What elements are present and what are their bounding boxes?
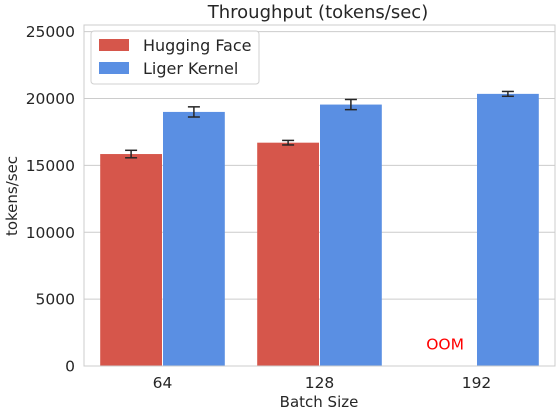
bar xyxy=(163,111,225,366)
error-bar xyxy=(282,139,295,146)
y-tick-label: 10000 xyxy=(26,224,75,242)
error-bar xyxy=(344,98,357,111)
y-axis-label: tokens/sec xyxy=(3,156,21,236)
legend-swatch xyxy=(99,39,129,51)
bar xyxy=(320,104,382,367)
legend-swatch xyxy=(99,62,129,74)
error-bars xyxy=(125,90,514,159)
y-tick-labels: 0 5000 10000 15000 20000 25000 xyxy=(26,23,75,375)
legend: Hugging Face Liger Kernel xyxy=(90,30,260,85)
annotations: OOM xyxy=(426,335,464,353)
bar xyxy=(100,154,162,366)
bar xyxy=(477,93,539,367)
x-axis-label: Batch Size xyxy=(280,393,359,411)
y-tick-label: 5000 xyxy=(36,291,75,309)
x-tick-label: 128 xyxy=(305,374,335,392)
x-tick-labels: 64 128 192 xyxy=(153,374,492,392)
error-bar xyxy=(187,106,200,118)
error-bar xyxy=(501,90,514,98)
x-tick-label: 192 xyxy=(462,374,492,392)
y-tick-label: 25000 xyxy=(26,23,75,41)
legend-box xyxy=(90,30,260,85)
plot-frame xyxy=(83,24,556,367)
legend-label: Hugging Face xyxy=(143,36,252,55)
y-tick-label: 15000 xyxy=(26,157,75,175)
y-tick-label: 20000 xyxy=(26,90,75,108)
bars xyxy=(100,93,539,367)
bar xyxy=(257,142,319,366)
legend-label: Liger Kernel xyxy=(143,59,238,78)
y-tick-label: 0 xyxy=(65,358,75,376)
oom-annotation: OOM xyxy=(426,335,464,353)
x-tick-label: 64 xyxy=(153,374,173,392)
chart-title: Throughput (tokens/sec) xyxy=(207,2,428,23)
error-bar xyxy=(125,149,138,159)
